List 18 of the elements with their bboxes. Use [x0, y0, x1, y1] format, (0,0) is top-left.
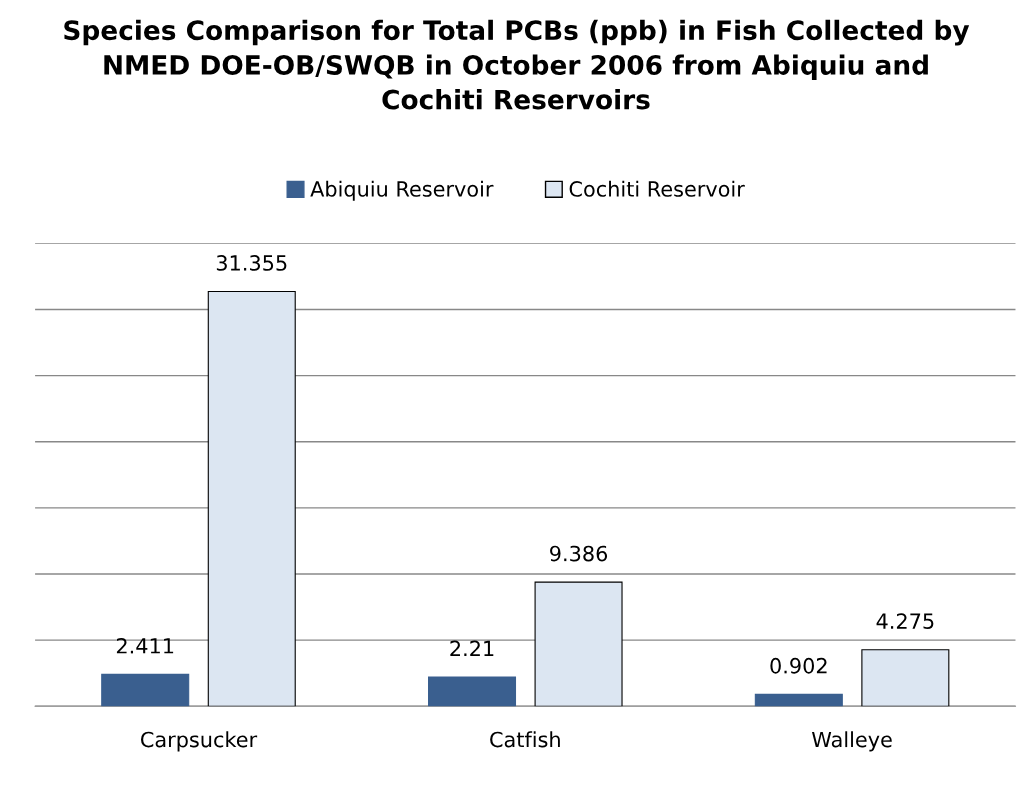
x-tick-label: Catfish — [490, 731, 560, 748]
data-label: 2.411 — [116, 637, 174, 654]
legend-label: Abiquiu Reservoir — [310, 180, 494, 201]
bar — [754, 693, 843, 707]
data-label: 4.275 — [876, 613, 934, 630]
data-label: 0.902 — [770, 657, 827, 674]
x-tick-label: Carpsucker — [141, 731, 258, 752]
bar — [861, 649, 950, 707]
bar — [207, 290, 296, 707]
bar — [428, 676, 517, 707]
x-tick-label: Walleye — [811, 731, 892, 752]
bar — [101, 673, 190, 707]
bar — [534, 581, 623, 707]
data-label: 2.21 — [450, 640, 494, 657]
data-label: 9.386 — [550, 545, 608, 562]
data-label: 31.355 — [216, 255, 287, 271]
legend-label: Cochiti Reservoir — [569, 180, 745, 197]
chart-title: Species Comparison for Total PCBs (ppb) in Fish Collected by NMED DOE-OB/SWQB in October 2006 from Abiquiu and Cochiti Reservoirs — [64, 19, 970, 110]
